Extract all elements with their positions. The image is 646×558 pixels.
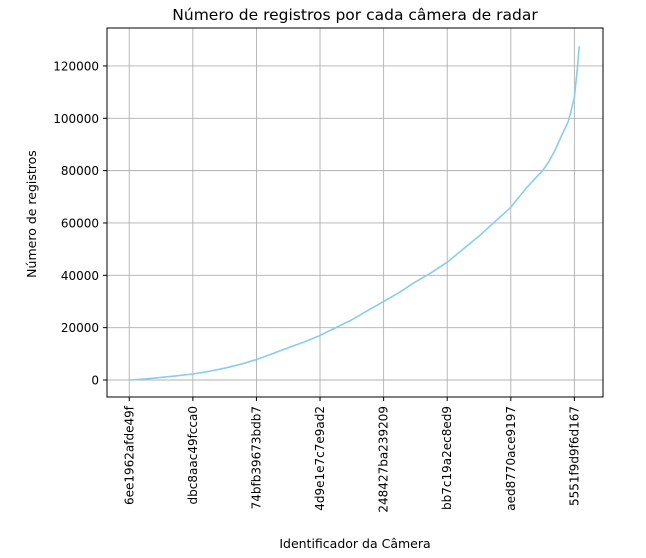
y-tick-label: 20000 <box>61 321 99 335</box>
x-tick-label: 6ee1962afde49f <box>122 405 136 505</box>
x-axis-label: Identificador da Câmera <box>279 536 430 551</box>
y-tick-label: 100000 <box>53 112 99 126</box>
y-tick-label: 0 <box>91 373 99 387</box>
series-line <box>129 46 580 381</box>
x-tick-label: dbc8aac49fcca0 <box>186 406 200 504</box>
y-tick-label: 60000 <box>61 216 99 230</box>
y-tick-label: 40000 <box>61 269 99 283</box>
grid-lines <box>107 28 603 397</box>
series-layer <box>129 46 580 381</box>
y-tick-label: 80000 <box>61 164 99 178</box>
x-tick-label: 248427ba239209 <box>377 406 391 513</box>
y-tick-label: 120000 <box>53 59 99 73</box>
x-tick-label: 4d9e1e7c7e9ad2 <box>313 406 327 511</box>
x-tick-label: 5551f9d9f6d167 <box>567 406 581 506</box>
y-axis-label: Número de registros <box>24 150 39 278</box>
x-tick-label: 74bfb39673bdb7 <box>249 406 263 509</box>
plot-frame <box>106 27 604 398</box>
axis-ticks: 6ee1962afde49f dbc8aac49fcca0 74bfb39673bd… <box>53 59 581 512</box>
x-tick-label: aed8770ace9197 <box>504 406 518 511</box>
chart-title: Número de registros por cada câmera de r… <box>172 6 538 24</box>
x-tick-label: bb7c19a2ec8ed9 <box>440 406 454 510</box>
